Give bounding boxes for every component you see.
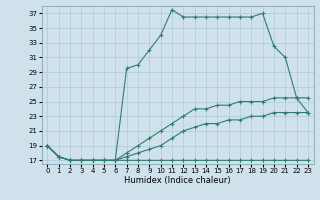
X-axis label: Humidex (Indice chaleur): Humidex (Indice chaleur) [124, 176, 231, 185]
